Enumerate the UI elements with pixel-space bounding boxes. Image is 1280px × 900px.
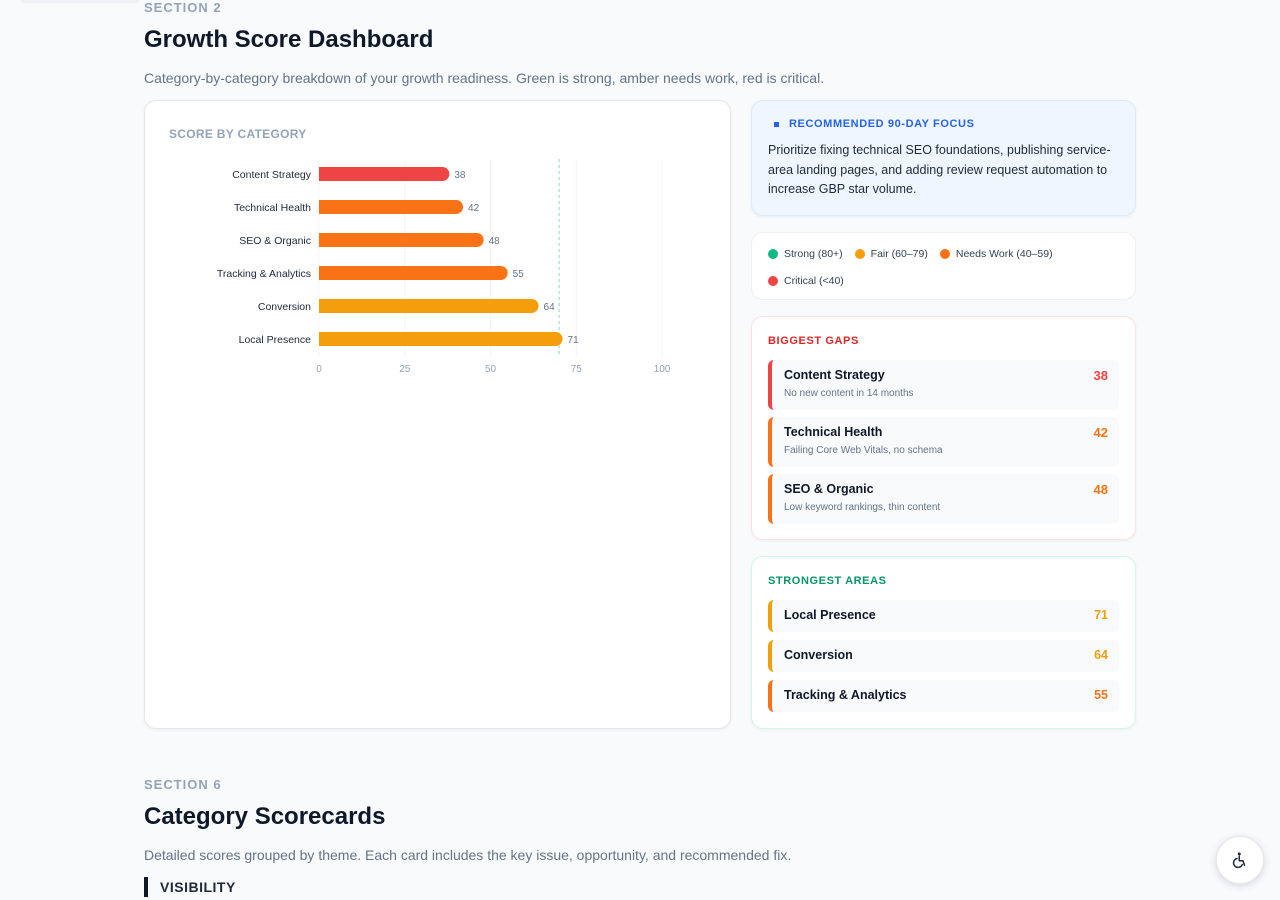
gaps-heading: BIGGEST GAPS — [768, 335, 859, 347]
data-label: 71 — [568, 335, 580, 346]
legend-item: Strong (80+) — [768, 245, 843, 262]
legend-label: Strong (80+) — [784, 247, 843, 260]
y-category-label: Tracking & Analytics — [217, 268, 311, 280]
focus-heading: RECOMMENDED 90-DAY FOCUS — [768, 118, 975, 130]
legend-item: Critical (<40) — [768, 272, 844, 289]
strength-score: 64 — [1094, 648, 1108, 662]
gap-detail: Failing Core Web Vitals, no schema — [784, 445, 943, 456]
strength-name: Local Presence — [784, 608, 876, 622]
x-tick-label: 25 — [399, 364, 411, 375]
strength-score: 71 — [1094, 608, 1108, 622]
strongest-areas-card: STRONGEST AREAS Local Presence 71 Conversi… — [751, 556, 1136, 729]
top-edge-artifact — [20, 0, 140, 3]
gap-item: Technical Health Failing Core Web Vitals,… — [768, 417, 1119, 467]
y-category-label: SEO & Organic — [239, 235, 311, 247]
accessibility-button[interactable] — [1216, 836, 1264, 884]
strength-score: 55 — [1094, 688, 1108, 702]
focus-callout: RECOMMENDED 90-DAY FOCUS Prioritize fixi… — [751, 100, 1136, 216]
gap-name: Technical Health — [784, 425, 883, 439]
section-title: Growth Score Dashboard — [144, 26, 434, 53]
focus-heading-text: RECOMMENDED 90-DAY FOCUS — [789, 118, 975, 130]
bar-base — [319, 299, 327, 313]
gap-detail: Low keyword rankings, thin content — [784, 502, 941, 513]
strength-item: Conversion 64 — [768, 640, 1119, 672]
bar-base — [319, 167, 327, 181]
legend-label: Critical (<40) — [784, 274, 844, 287]
score-bar-chart: 0 25 50 75 100 Content Strategy 38 Technical He… — [217, 159, 671, 375]
bar-base — [319, 200, 327, 214]
data-label: 48 — [489, 236, 501, 247]
gap-score: 38 — [1093, 368, 1108, 383]
strength-name: Conversion — [784, 648, 853, 662]
bar — [319, 200, 464, 214]
legend-label: Needs Work (40–59) — [955, 247, 1053, 260]
x-tick-label: 100 — [654, 364, 671, 375]
legend-dot-icon — [939, 248, 950, 259]
chart-title: SCORE BY CATEGORY — [169, 127, 307, 141]
legend-item: Fair (60–79) — [854, 245, 928, 262]
legend-label: Fair (60–79) — [870, 247, 928, 260]
x-tick-label: 0 — [316, 364, 322, 375]
x-tick-label: 75 — [571, 364, 583, 375]
bar-base — [319, 266, 327, 280]
x-tick-label: 50 — [485, 364, 497, 375]
legend-item: Needs Work (40–59) — [939, 245, 1053, 262]
data-label: 42 — [468, 203, 480, 214]
subsection-heading: VISIBILITY — [144, 877, 236, 897]
score-chart-card: SCORE BY CATEGORY 0 25 50 75 100 Content Stra… — [144, 100, 731, 729]
focus-text: Prioritize fixing technical SEO foundati… — [768, 143, 1111, 196]
accessibility-icon — [1232, 852, 1246, 869]
y-category-label: Local Presence — [239, 334, 312, 346]
section-description: Category-by-category breakdown of your g… — [144, 70, 825, 86]
bar — [319, 266, 508, 280]
y-category-label: Content Strategy — [232, 169, 312, 181]
gap-detail: No new content in 14 months — [784, 388, 914, 399]
section-title: Category Scorecards — [144, 803, 386, 830]
bullet-icon — [774, 121, 779, 127]
bar — [319, 332, 563, 346]
gap-score: 48 — [1093, 482, 1108, 497]
gap-item: SEO & Organic Low keyword rankings, thin … — [768, 474, 1119, 524]
y-category-label: Conversion — [258, 301, 311, 313]
data-label: 55 — [513, 269, 525, 280]
data-label: 64 — [544, 302, 556, 313]
gap-name: Content Strategy — [784, 368, 885, 382]
strength-item: Local Presence 71 — [768, 600, 1119, 632]
gap-item: Content Strategy No new content in 14 mon… — [768, 360, 1119, 410]
biggest-gaps-card: BIGGEST GAPS Content Strategy No new cont… — [751, 316, 1136, 540]
section-label: SECTION 6 — [144, 777, 222, 792]
strength-name: Tracking & Analytics — [784, 688, 907, 702]
section-label: SECTION 2 — [144, 0, 222, 15]
y-category-label: Technical Health — [234, 202, 311, 214]
gap-score: 42 — [1093, 425, 1108, 440]
bar — [319, 299, 539, 313]
gap-name: SEO & Organic — [784, 482, 874, 496]
bar-base — [319, 332, 327, 346]
bar — [319, 167, 450, 181]
bar — [319, 233, 484, 247]
legend-card: Strong (80+) Fair (60–79) Needs Work (40–5… — [751, 232, 1136, 300]
legend-dot-icon — [768, 275, 778, 286]
data-label: 38 — [454, 170, 466, 181]
legend-dot-icon — [854, 248, 865, 259]
bar-base — [319, 233, 327, 247]
strength-item: Tracking & Analytics 55 — [768, 680, 1119, 712]
score-legend: Strong (80+) Fair (60–79) Needs Work (40–5… — [768, 245, 1118, 289]
strongest-heading: STRONGEST AREAS — [768, 575, 887, 587]
legend-dot-icon — [768, 248, 778, 259]
section-description: Detailed scores grouped by theme. Each c… — [144, 847, 792, 863]
